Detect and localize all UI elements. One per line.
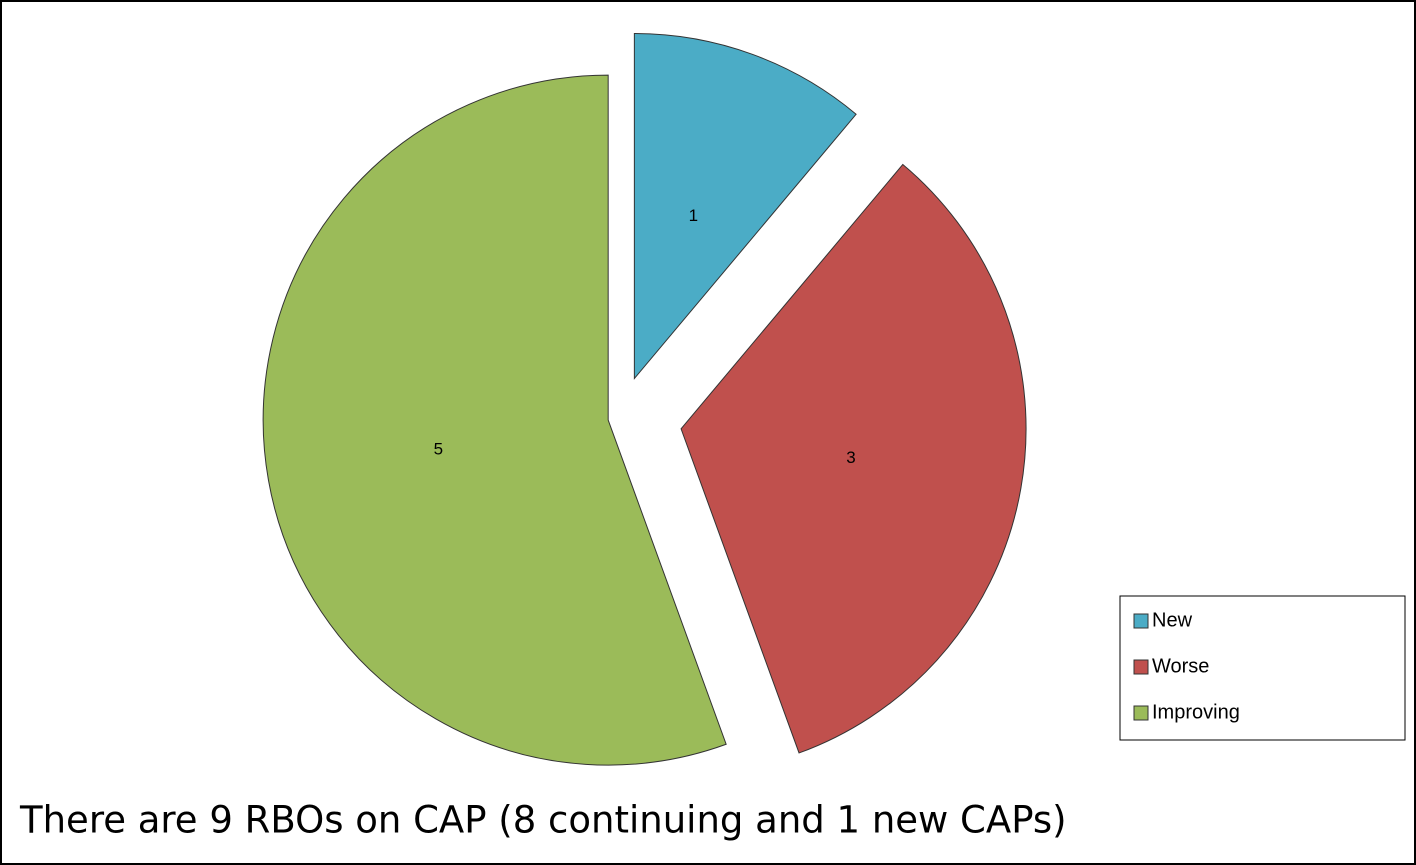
data-label: 3: [846, 448, 855, 467]
legend-label: Worse: [1152, 655, 1209, 677]
data-label: 1: [689, 206, 698, 225]
pie-slice: [680, 163, 1027, 754]
pie-slice: [262, 74, 727, 766]
legend-swatch: [1133, 659, 1149, 675]
legend-label: New: [1152, 609, 1193, 631]
legend-swatch: [1133, 705, 1149, 721]
legend-swatch: [1133, 613, 1149, 629]
legend-label: Improving: [1152, 701, 1240, 723]
data-label: 5: [434, 440, 443, 459]
legend-box: [1119, 595, 1406, 741]
pie-slice: [633, 33, 857, 380]
caption: There are 9 RBOs on CAP (8 continuing an…: [19, 799, 1067, 842]
